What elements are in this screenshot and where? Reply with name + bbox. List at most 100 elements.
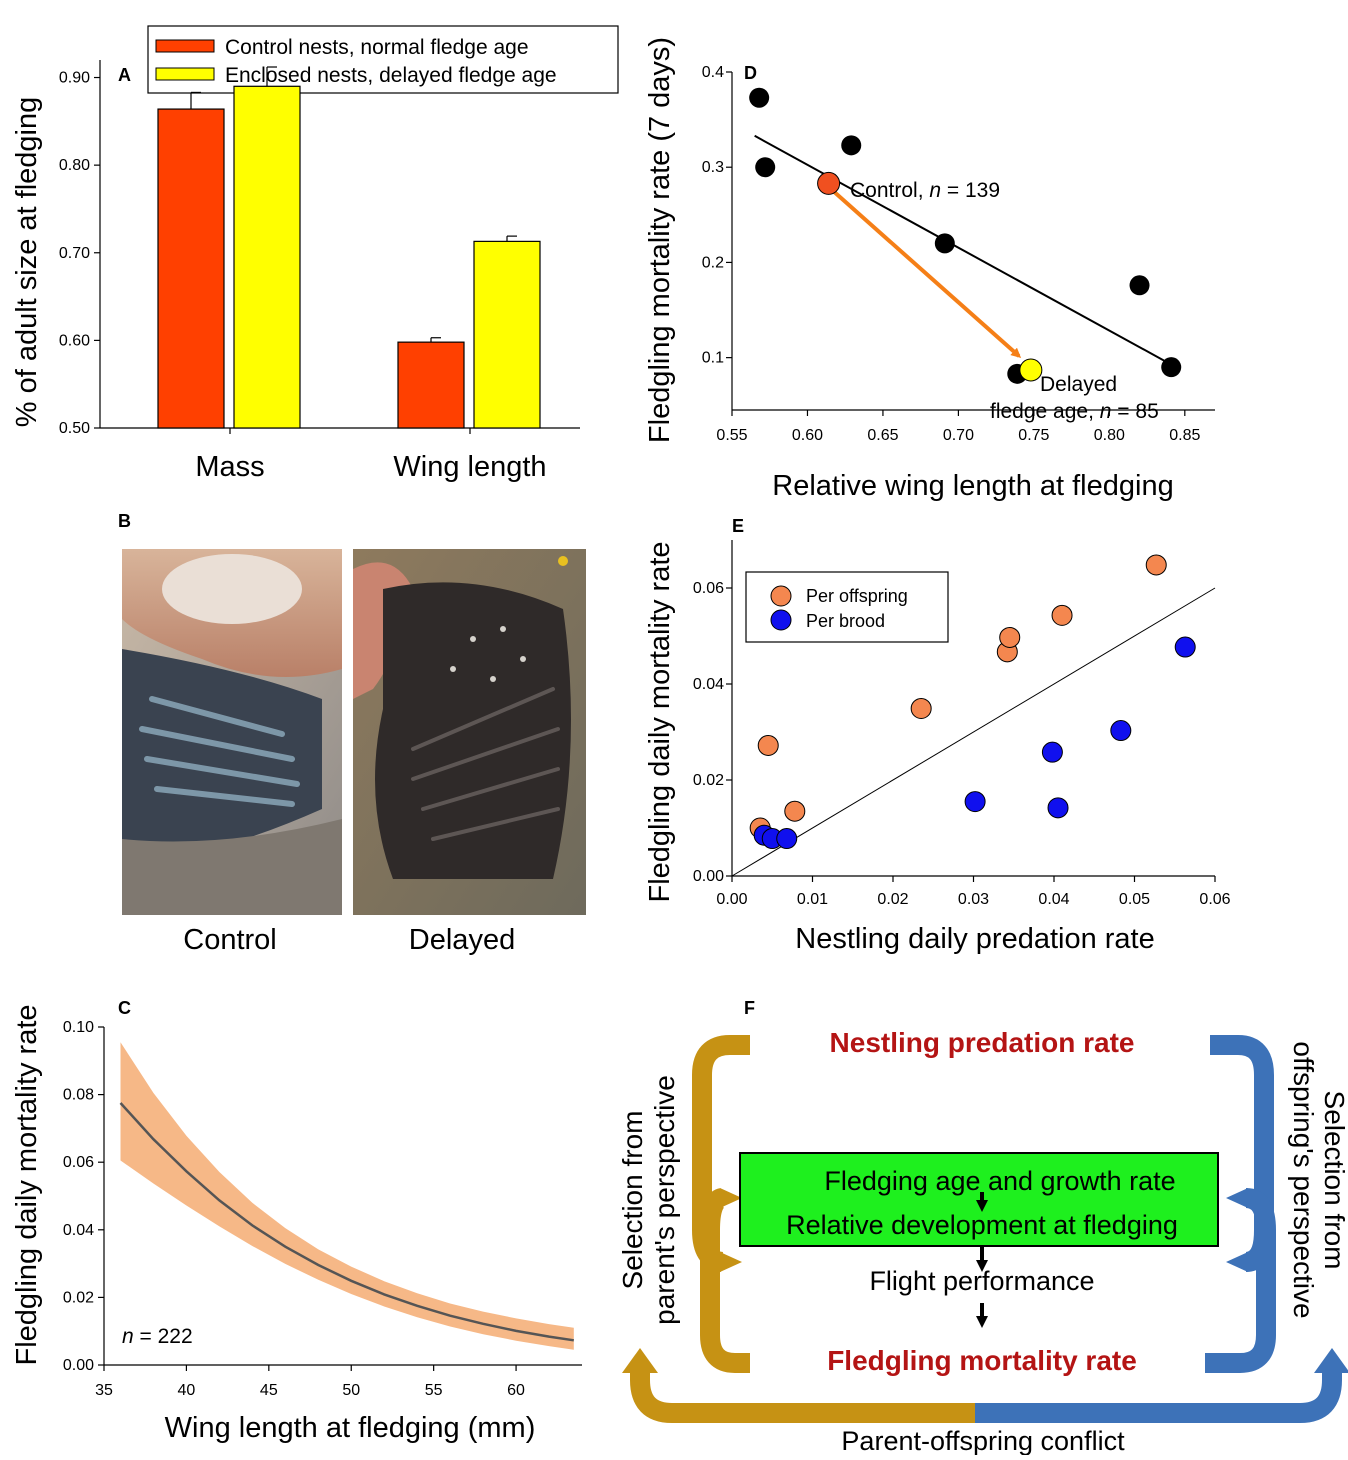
blue-arrow-bottom: [1205, 1188, 1276, 1373]
development-box: [739, 1152, 1219, 1247]
legend-label-control: Control nests, normal fledge age: [225, 36, 529, 59]
data-point: [964, 791, 986, 813]
y-tick-label: 0.06: [63, 1154, 94, 1171]
legend-label-per-offspring: Per offspring: [806, 586, 908, 606]
mean-curve: [119, 1102, 574, 1342]
x-tick-label: 45: [260, 1382, 278, 1399]
panel-f-label: F: [744, 998, 755, 1018]
bar: [397, 341, 465, 429]
data-point: [1041, 741, 1063, 763]
panel-d-x-axis-label: Relative wing length at fledging: [772, 470, 1173, 502]
parent-offspring-conflict-label: Parent-offspring conflict: [841, 1426, 1125, 1455]
x-tick-label: 0.05: [1119, 891, 1150, 908]
data-point: [757, 734, 779, 756]
data-point: [1174, 636, 1196, 658]
panel-e-x-axis-label: Nestling daily predation rate: [795, 923, 1154, 955]
delayed-annotation: Delayed: [1040, 373, 1117, 396]
panel-a: A Control nests, normal fledge age Enclo…: [11, 25, 619, 483]
x-tick-label: 50: [342, 1382, 360, 1399]
delayed-annotation-line2: fledge age, n = 85: [990, 400, 1159, 423]
data-point: [1110, 720, 1132, 742]
x-tick-label: 35: [95, 1382, 113, 1399]
n-symbol: n: [122, 1325, 134, 1348]
y-tick-label: 0.1: [702, 350, 724, 367]
delay-arrow: [832, 189, 1022, 359]
panel-b-label: B: [118, 511, 131, 531]
offspring-selection-arrows: [975, 1035, 1342, 1423]
panel-e: E 0.00 0.01 0.02 0.03 0.04 0.05 0.060.000.020.…: [644, 516, 1231, 955]
gold-arrow-conflict: [630, 1370, 975, 1423]
y-tick-label: 0.00: [693, 868, 724, 885]
data-point: [1047, 797, 1069, 819]
y-tick-label: 0.04: [63, 1222, 94, 1239]
panel-f: F Nestling predation rate Fledging age a…: [617, 998, 1348, 1456]
photo-caption-delayed: Delayed: [409, 924, 515, 956]
bar: [157, 108, 225, 429]
y-tick-label: 0.60: [59, 332, 90, 349]
x-tick-label: 0.02: [877, 891, 908, 908]
blue-arrowhead-top: [1226, 1252, 1248, 1272]
x-tick-label: 0.01: [797, 891, 828, 908]
x-tick-label: 0.65: [867, 427, 898, 444]
panel-c-plot: [119, 1042, 574, 1350]
panel-e-axes: 0.00 0.01 0.02 0.03 0.04 0.05 0.06 0.00 0.02 0.04…: [693, 540, 1231, 908]
x-tick-label: 0.00: [716, 891, 747, 908]
panel-c-y-axis-label: Fledgling daily mortality rate: [11, 1004, 43, 1365]
parent-selection-arrows: [630, 1035, 975, 1423]
panel-e-legend: Per offspring Per brood: [745, 571, 949, 643]
one-to-one-line: [731, 587, 1216, 877]
bar: [233, 85, 301, 429]
control-label: Control,: [850, 179, 929, 202]
panel-e-plot: [731, 554, 1216, 877]
x-tick-label: 0.55: [716, 427, 747, 444]
gold-arrowhead-conflict: [622, 1348, 658, 1373]
x-tick-label: 0.04: [1038, 891, 1069, 908]
n-symbol: n: [1100, 400, 1112, 423]
bar: [473, 240, 541, 429]
x-tick-label: 0.85: [1169, 427, 1200, 444]
y-tick-label: 0.04: [693, 676, 724, 693]
n-symbol: n: [929, 179, 941, 202]
photo-caption-control: Control: [183, 924, 277, 956]
blue-arrowhead-conflict: [1314, 1348, 1348, 1373]
y-tick-label: 0.50: [59, 420, 90, 437]
left-selection-line-1: Selection from: [617, 1111, 648, 1290]
panel-d-label: D: [744, 63, 757, 83]
x-tick-label: 0.60: [792, 427, 823, 444]
data-point: [1145, 554, 1167, 576]
y-tick-label: 0.80: [59, 157, 90, 174]
panel-d-axes: 0.55 0.60 0.65 0.70 0.75 0.80 0.85 0.1 0.2 0.3 0.4: [702, 64, 1215, 444]
control-annotation: Control, n = 139: [850, 179, 1000, 202]
gold-arrowhead-top: [720, 1252, 742, 1272]
legend-label-enclosed: Enclosed nests, delayed fledge age: [225, 64, 557, 87]
panel-c-axes: 35 40 45 50 55 60 0.00 0.02 0.04 0.06 0.08 0.10: [63, 1019, 582, 1399]
blue-arrow-top: [1210, 1035, 1274, 1272]
flight-performance-label: Flight performance: [869, 1266, 1094, 1296]
gold-arrowhead-bottom: [720, 1188, 742, 1208]
y-tick-label: 0.90: [59, 70, 90, 87]
y-tick-label: 0.00: [63, 1357, 94, 1374]
x-tick-label: 60: [507, 1382, 525, 1399]
data-point: [1129, 275, 1150, 296]
treatment-point: [1019, 358, 1043, 382]
panel-d-y-axis-label: Fledgling mortality rate (7 days): [644, 37, 676, 443]
legend-swatch-enclosed: [155, 67, 215, 81]
panel-a-label: A: [118, 65, 131, 85]
data-point: [999, 626, 1021, 648]
legend-box: [745, 571, 949, 643]
x-tick-label: 0.70: [943, 427, 974, 444]
gold-arrow-bottom: [700, 1188, 750, 1373]
data-point: [841, 135, 862, 156]
data-point: [910, 697, 932, 719]
x-tick-label: 55: [425, 1382, 443, 1399]
panel-d: D 0.55 0.60 0.65 0.70 0.75 0.80 0.850.10.20.30…: [644, 37, 1215, 502]
control-wing-photo: [122, 549, 342, 915]
data-point: [749, 87, 770, 108]
y-tick-label: 0.06: [693, 580, 724, 597]
legend-marker-per-brood: [770, 609, 792, 631]
legend-marker-per-offspring: [770, 585, 792, 607]
x-tick-label: 40: [178, 1382, 196, 1399]
x-category-label: Mass: [195, 451, 264, 483]
blue-arrow-conflict: [975, 1370, 1342, 1423]
